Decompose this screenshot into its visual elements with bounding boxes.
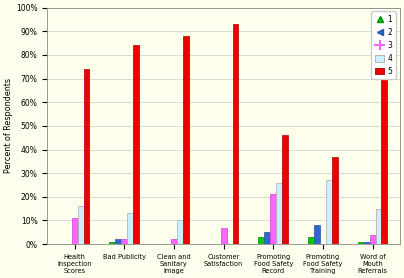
- Bar: [133, 46, 139, 244]
- Bar: [78, 206, 84, 244]
- Bar: [332, 157, 338, 244]
- Bar: [109, 242, 115, 244]
- Bar: [264, 232, 270, 244]
- Bar: [115, 239, 121, 244]
- Bar: [72, 218, 78, 244]
- Bar: [358, 242, 364, 244]
- Bar: [171, 239, 177, 244]
- Legend: 1, 2, 3, 4, 5: 1, 2, 3, 4, 5: [371, 11, 396, 80]
- Bar: [308, 237, 314, 244]
- Bar: [221, 228, 227, 244]
- Bar: [282, 135, 288, 244]
- Bar: [276, 183, 282, 244]
- Bar: [183, 36, 189, 244]
- Bar: [127, 214, 133, 244]
- Bar: [121, 239, 127, 244]
- Bar: [364, 242, 370, 244]
- Bar: [381, 53, 387, 244]
- Bar: [84, 69, 90, 244]
- Bar: [258, 237, 264, 244]
- Bar: [232, 24, 238, 244]
- Bar: [270, 194, 276, 244]
- Bar: [177, 220, 183, 244]
- Bar: [370, 235, 375, 244]
- Bar: [314, 225, 320, 244]
- Bar: [375, 209, 381, 244]
- Y-axis label: Percent of Respondents: Percent of Respondents: [4, 78, 13, 173]
- Bar: [326, 180, 332, 244]
